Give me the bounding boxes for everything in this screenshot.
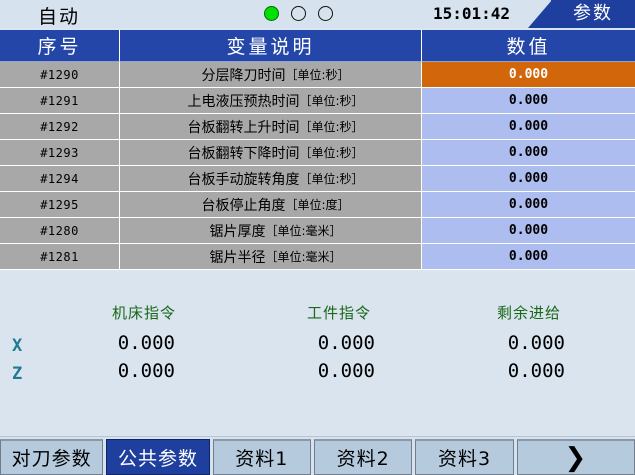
tab-data-2[interactable]: 资料2 — [314, 439, 413, 475]
panel-divider — [0, 436, 635, 437]
cell-description-name: 台板停止角度 — [201, 197, 286, 214]
cell-description-name: 上电液压预热时间 — [187, 93, 300, 110]
cell-value[interactable]: 0.000 — [422, 244, 635, 270]
coord-value-z-remaining: 0.000 — [507, 360, 565, 382]
cell-description-unit: ［单位:毫米］ — [265, 250, 342, 264]
table-header-row: 序号 变量说明 数值 — [0, 30, 635, 62]
cell-description-unit: ［单位:秒］ — [299, 146, 364, 160]
cell-description-unit: ［单位:度］ — [285, 198, 350, 212]
cell-value[interactable]: 0.000 — [422, 218, 635, 244]
clock-display: 15:01:42 — [433, 4, 511, 23]
table-row[interactable]: #1281 锯片半径 ［单位:毫米］ 0.000 — [0, 244, 635, 270]
column-header-value: 数值 — [422, 30, 635, 62]
cell-description-unit: ［单位:毫米］ — [265, 224, 342, 238]
cell-description: 台板停止角度 ［单位:度］ — [120, 192, 422, 218]
coord-value-x-remaining: 0.000 — [507, 332, 565, 354]
cell-value[interactable]: 0.000 — [422, 140, 635, 166]
cell-description-unit: ［单位:秒］ — [299, 94, 364, 108]
table-row[interactable]: #1280 锯片厚度 ［单位:毫米］ 0.000 — [0, 218, 635, 244]
tab-data-1[interactable]: 资料1 — [212, 439, 312, 475]
status-lamp-green-icon — [264, 6, 279, 21]
cell-description: 锯片半径 ［单位:毫米］ — [120, 244, 422, 270]
cell-description: 台板翻转上升时间 ［单位:秒］ — [120, 114, 422, 140]
cell-value[interactable]: 0.000 — [422, 114, 635, 140]
cell-value[interactable]: 0.000 — [422, 166, 635, 192]
cell-index: #1281 — [0, 244, 120, 270]
coord-value-x-machine: 0.000 — [117, 332, 175, 354]
tab-data-3[interactable]: 资料3 — [415, 439, 514, 475]
table-row[interactable]: #1292 台板翻转上升时间 ［单位:秒］ 0.000 — [0, 114, 635, 140]
machine-mode-label: 自动 — [38, 6, 81, 28]
cell-index: #1294 — [0, 166, 120, 192]
cell-description: 台板翻转下降时间 ［单位:秒］ — [120, 140, 422, 166]
cell-description-name: 台板手动旋转角度 — [187, 171, 300, 188]
cell-description: 分层降刀时间 ［单位:秒］ — [120, 62, 422, 88]
page-badge-slant-decor — [528, 0, 552, 28]
bottom-tab-bar: 对刀参数 公共参数 资料1 资料2 资料3 ❯ — [0, 437, 635, 475]
cell-description-name: 分层降刀时间 — [201, 67, 286, 84]
column-header-index: 序号 — [0, 30, 120, 62]
table-row[interactable]: #1294 台板手动旋转角度 ［单位:秒］ 0.000 — [0, 166, 635, 192]
coord-value-x-workpiece: 0.000 — [317, 332, 375, 354]
status-bar: 自动 15:01:42 参数 — [0, 0, 635, 28]
coordinate-panel: 机床指令 工件指令 剩余进给 X Z 0.000 0.000 0.000 0.0… — [0, 274, 635, 437]
cell-value[interactable]: 0.000 — [422, 88, 635, 114]
cell-index: #1291 — [0, 88, 120, 114]
parameter-table: 序号 变量说明 数值 #1290 分层降刀时间 ［单位:秒］ 0.000 #12… — [0, 30, 635, 270]
table-row[interactable]: #1291 上电液压预热时间 ［单位:秒］ 0.000 — [0, 88, 635, 114]
tab-tool-setting-params[interactable]: 对刀参数 — [0, 439, 104, 475]
coord-value-z-machine: 0.000 — [117, 360, 175, 382]
cell-description-name: 台板翻转上升时间 — [187, 119, 300, 136]
cell-description: 锯片厚度 ［单位:毫米］ — [120, 218, 422, 244]
cell-description-name: 台板翻转下降时间 — [187, 145, 300, 162]
coord-value-z-workpiece: 0.000 — [317, 360, 375, 382]
coord-column-header-workpiece: 工件指令 — [307, 304, 372, 322]
tab-common-params[interactable]: 公共参数 — [106, 439, 210, 475]
cell-description-name: 锯片厚度 — [209, 223, 266, 240]
axis-label-z: Z — [12, 364, 23, 384]
column-header-description: 变量说明 — [120, 30, 422, 62]
cell-index: #1280 — [0, 218, 120, 244]
table-row[interactable]: #1290 分层降刀时间 ［单位:秒］ 0.000 — [0, 62, 635, 88]
cell-description: 台板手动旋转角度 ［单位:秒］ — [120, 166, 422, 192]
coord-column-header-remaining: 剩余进给 — [497, 304, 562, 322]
axis-label-x: X — [12, 336, 23, 356]
page-title-badge: 参数 — [551, 0, 635, 28]
cell-index: #1292 — [0, 114, 120, 140]
cell-description-name: 锯片半径 — [209, 249, 266, 266]
next-page-arrow-icon[interactable]: ❯ — [516, 439, 635, 475]
status-lamp-3-icon — [318, 6, 333, 21]
cell-value[interactable]: 0.000 — [422, 192, 635, 218]
cell-description-unit: ［单位:秒］ — [299, 120, 364, 134]
table-row[interactable]: #1295 台板停止角度 ［单位:度］ 0.000 — [0, 192, 635, 218]
cell-value[interactable]: 0.000 — [422, 62, 635, 88]
cell-description: 上电液压预热时间 ［单位:秒］ — [120, 88, 422, 114]
cell-index: #1295 — [0, 192, 120, 218]
cell-description-unit: ［单位:秒］ — [285, 68, 350, 82]
status-lamp-2-icon — [291, 6, 306, 21]
table-row[interactable]: #1293 台板翻转下降时间 ［单位:秒］ 0.000 — [0, 140, 635, 166]
coord-column-header-machine: 机床指令 — [112, 304, 177, 322]
cell-description-unit: ［单位:秒］ — [299, 172, 364, 186]
cell-index: #1290 — [0, 62, 120, 88]
cell-index: #1293 — [0, 140, 120, 166]
